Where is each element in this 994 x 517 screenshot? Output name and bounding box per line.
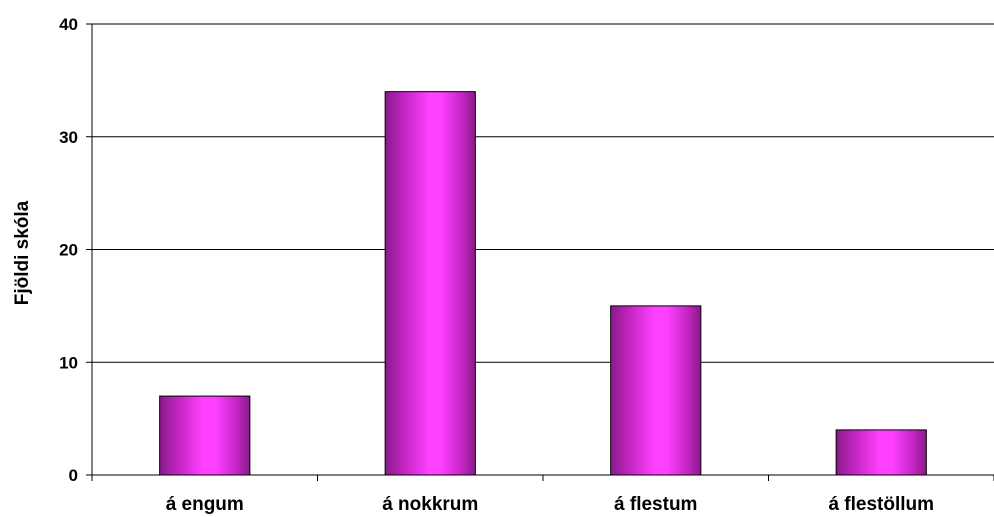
y-tick-label-2: 20 (59, 241, 78, 260)
x-category-labels: á engum á nokkrum á flestum á flestöllum (166, 494, 934, 515)
y-tick-label-3: 30 (59, 128, 78, 147)
y-tick-labels: 0 10 20 30 40 (59, 15, 78, 485)
axes (86, 23, 994, 481)
x-category-label-0: á engum (166, 494, 244, 515)
y-tick-label-4: 40 (59, 15, 78, 34)
x-category-label-2: á flestum (614, 494, 697, 515)
gridlines (92, 23, 994, 363)
bars (159, 91, 927, 476)
y-tick-label-1: 10 (59, 353, 78, 372)
y-axis-title: Fjöldi skóla (12, 200, 33, 305)
bar-2 (610, 305, 702, 476)
y-tick-label-0: 0 (69, 466, 78, 485)
bar-3 (835, 429, 927, 476)
bar-0 (159, 395, 251, 476)
bar-1 (384, 91, 476, 476)
x-category-label-3: á flestöllum (828, 494, 934, 515)
x-category-label-1: á nokkrum (382, 494, 478, 515)
